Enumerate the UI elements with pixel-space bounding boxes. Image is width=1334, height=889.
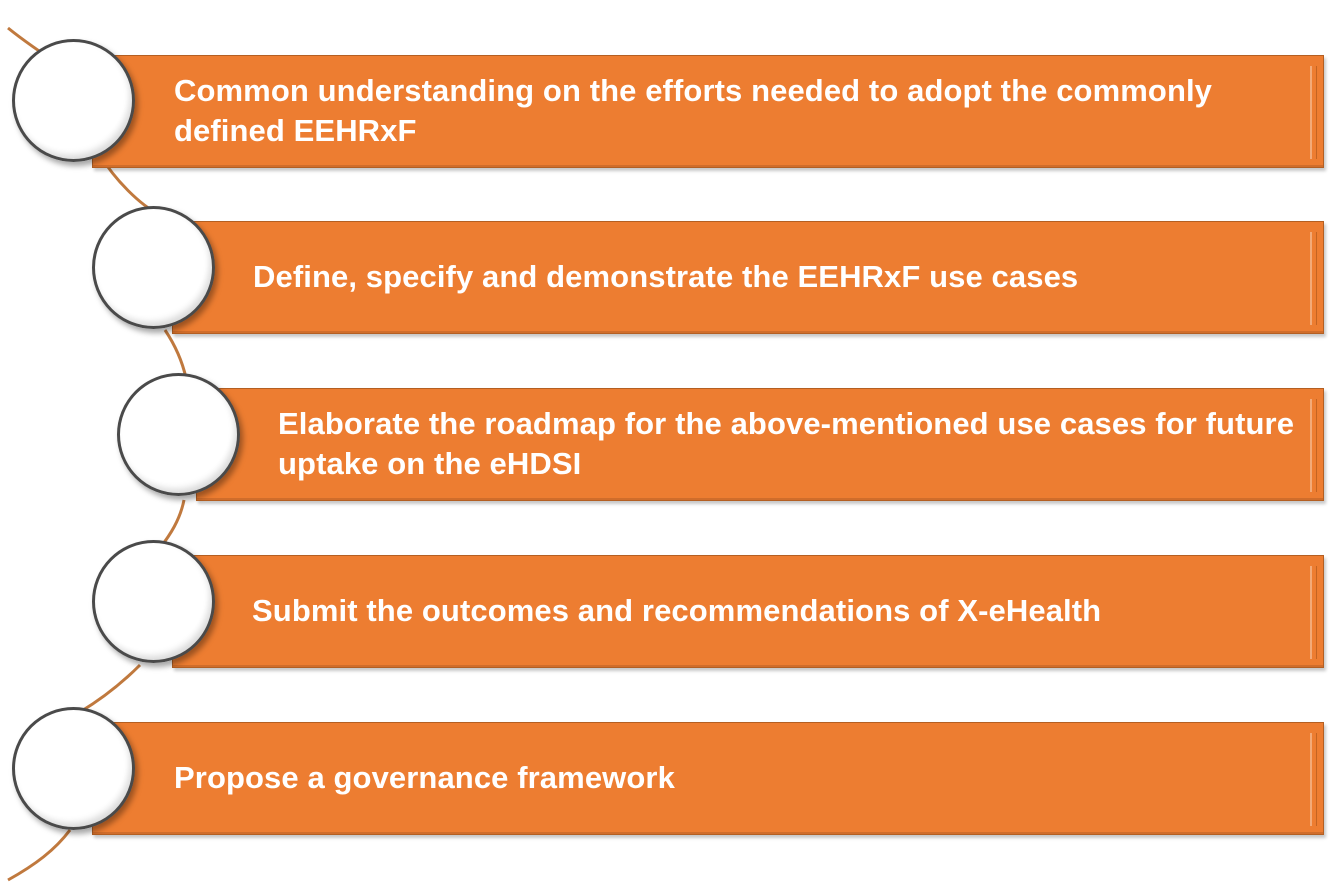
step-5-bar [92,722,1324,835]
step-3-bar [196,388,1324,501]
step-2-bar [172,221,1324,334]
step-5-label: Propose a governance framework [174,760,675,795]
step-1-bar [92,55,1324,168]
bar-edge-decoration [1310,232,1317,325]
bar-edge-decoration [1310,733,1317,826]
step-2-label: Define, specify and demonstrate the EEHR… [253,259,1079,294]
bar-edge-decoration [1310,399,1317,492]
step-3-label: Elaborate the roadmap for the above-ment… [278,406,1295,481]
step-3-circle [117,373,240,496]
bar-edge-decoration [1310,66,1317,159]
step-5-circle [12,707,135,830]
step-4-circle [92,540,215,663]
bar-edge-decoration [1310,566,1317,659]
step-1-circle [12,39,135,162]
step-4-label: Submit the outcomes and recommendations … [252,593,1102,628]
step-4-bar [172,555,1324,668]
step-1-label: Common understanding on the efforts need… [174,73,1213,148]
step-2-circle [92,206,215,329]
